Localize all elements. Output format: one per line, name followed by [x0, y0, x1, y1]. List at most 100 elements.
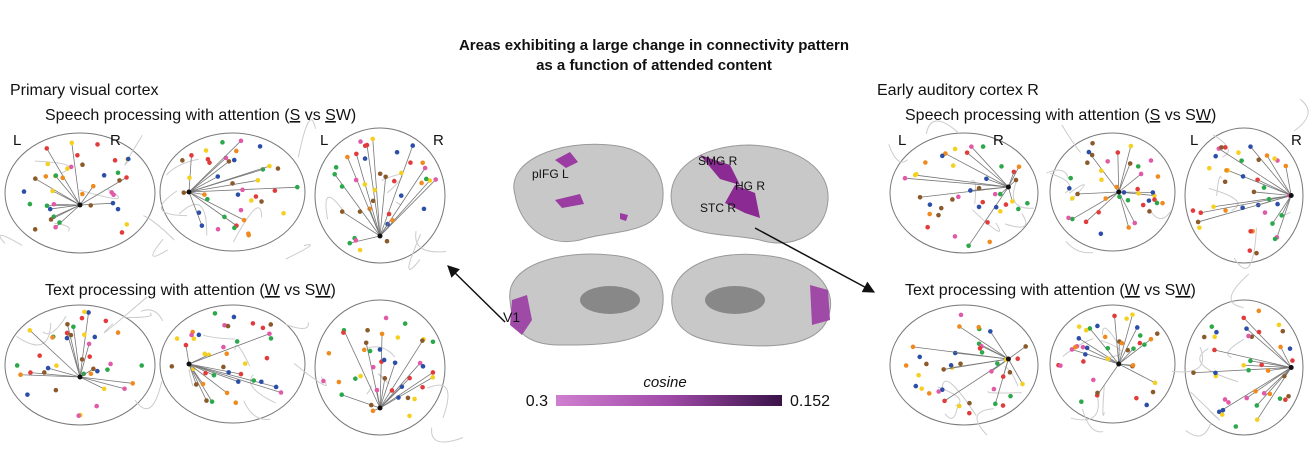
connection [944, 358, 1009, 402]
connection [1250, 146, 1292, 196]
node [987, 239, 992, 245]
node [1283, 397, 1288, 403]
region-label: HG R [735, 179, 765, 193]
node [1253, 388, 1258, 394]
node [45, 161, 51, 167]
node [1246, 367, 1251, 373]
node [997, 191, 1003, 197]
node [984, 176, 989, 182]
node [115, 206, 121, 212]
subtitle: Text processing with attention (W vs SW) [905, 282, 1196, 299]
node [234, 339, 240, 344]
connection [188, 191, 245, 221]
node [79, 315, 85, 321]
sulcus [54, 222, 70, 232]
node [110, 200, 116, 206]
subtitle-part: ) [1211, 107, 1216, 124]
node [215, 174, 221, 179]
node [1080, 344, 1086, 350]
seed-node [77, 202, 83, 208]
sulcus [134, 381, 163, 410]
hemisphere-label: L [898, 132, 906, 149]
node [60, 175, 66, 181]
node [948, 363, 954, 368]
node [917, 194, 923, 200]
node [347, 240, 353, 246]
node [1222, 397, 1228, 402]
node [64, 330, 70, 336]
glass-brain [888, 120, 1039, 254]
node [1067, 186, 1072, 191]
connection [355, 153, 381, 237]
brain-outline [1184, 299, 1304, 436]
sulcus [1199, 347, 1239, 383]
sulcus [1004, 213, 1027, 228]
connection [379, 179, 436, 237]
node [259, 199, 264, 204]
connection [55, 175, 81, 206]
sulcus [16, 323, 52, 346]
node [260, 325, 266, 331]
sulcus [1046, 169, 1069, 179]
connection [970, 186, 1009, 191]
node [1211, 204, 1216, 210]
node [958, 361, 963, 367]
node [1003, 202, 1009, 207]
sulcus [285, 244, 311, 260]
node [251, 378, 257, 383]
node [420, 338, 425, 343]
subtitle-part: Speech processing with attention ( [45, 107, 290, 124]
node [95, 142, 100, 147]
sulcus [143, 215, 175, 241]
node [88, 203, 94, 208]
node [390, 217, 395, 223]
connection [372, 138, 381, 237]
sulcus [325, 196, 343, 220]
node [1201, 334, 1207, 340]
node [333, 165, 339, 170]
node [363, 340, 369, 346]
node [396, 395, 401, 400]
node [1135, 186, 1140, 192]
node [1148, 336, 1154, 342]
sulcus [1148, 208, 1172, 220]
node [215, 226, 221, 232]
node [226, 159, 232, 164]
node [267, 331, 272, 337]
node [248, 198, 254, 203]
node [68, 332, 74, 338]
connection [1118, 314, 1133, 365]
node [183, 342, 189, 348]
connection [53, 203, 81, 206]
sulcus [1065, 240, 1094, 254]
sulcus [1190, 391, 1220, 421]
subtitle-part: vs S [280, 282, 316, 299]
node [124, 175, 129, 180]
node [191, 336, 197, 342]
node [1220, 407, 1226, 413]
sulcus [1208, 187, 1239, 211]
node [367, 348, 373, 354]
node [51, 201, 57, 207]
node [362, 182, 368, 187]
sulcus [941, 380, 977, 416]
connection [342, 211, 381, 237]
node [993, 204, 999, 210]
node [966, 243, 971, 249]
node [964, 150, 970, 155]
node [211, 372, 217, 378]
sulcus [408, 233, 422, 270]
node [1098, 168, 1104, 174]
sulcus [1004, 366, 1019, 387]
node [942, 398, 947, 404]
node [1066, 215, 1071, 221]
node [412, 396, 417, 402]
node [420, 364, 426, 369]
hemisphere-label: L [1190, 132, 1198, 149]
node [1007, 370, 1013, 375]
node [939, 387, 945, 393]
sulcus [888, 144, 909, 163]
node [354, 151, 359, 157]
node [1124, 316, 1129, 321]
hemisphere-label: L [320, 132, 328, 149]
